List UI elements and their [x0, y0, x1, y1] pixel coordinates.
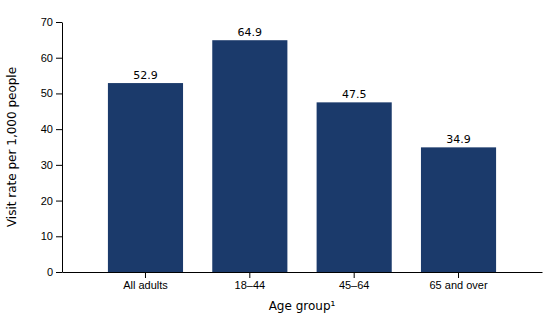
data-label: 52.9	[133, 69, 158, 82]
y-tick-label: 30	[41, 159, 53, 171]
y-tick-label: 60	[41, 52, 53, 64]
y-tick: 10	[41, 230, 62, 242]
plot: All adults 18–44 45–64 65 and over 0 10 20 30 40…	[41, 16, 543, 291]
tick-mark	[56, 272, 62, 273]
data-label: 34.9	[446, 133, 471, 146]
data-label: 64.9	[238, 26, 263, 39]
y-tick: 20	[41, 195, 62, 207]
y-tick-label: 50	[41, 87, 53, 99]
x-tick-label: 45–64	[339, 279, 370, 291]
y-tick: 70	[41, 16, 62, 28]
y-tick-label: 20	[41, 195, 53, 207]
bar	[108, 83, 183, 272]
tick-mark	[56, 201, 62, 202]
y-tick-label: 10	[41, 230, 53, 242]
x-axis: All adults 18–44 45–64 65 and over	[63, 272, 543, 291]
y-tick: 50	[41, 87, 62, 99]
tick-mark	[56, 93, 62, 94]
bar	[317, 102, 392, 272]
y-axis: 0 10 20 30 40 50 60 70	[41, 16, 63, 278]
y-tick-label: 40	[41, 123, 53, 135]
y-tick: 0	[47, 266, 62, 278]
tick-mark	[56, 236, 62, 237]
tick-mark	[249, 272, 250, 278]
data-labels: 52.9 64.9 47.5 34.9	[133, 26, 471, 146]
x-tick: All adults	[123, 272, 168, 291]
tick-mark	[56, 165, 62, 166]
bar	[212, 40, 287, 272]
axis-line	[63, 272, 543, 273]
y-axis-title: Visit rate per 1,000 people	[5, 67, 19, 227]
y-tick-label: 0	[47, 266, 53, 278]
tick-mark	[56, 22, 62, 23]
tick-mark	[56, 58, 62, 59]
axis-line	[62, 23, 63, 273]
x-tick-label: 18–44	[235, 279, 266, 291]
tick-mark	[56, 129, 62, 130]
x-tick: 45–64	[339, 272, 370, 291]
bar	[421, 147, 496, 272]
y-tick: 60	[41, 52, 62, 64]
y-tick-label: 70	[41, 16, 53, 28]
x-tick: 65 and over	[429, 272, 487, 291]
x-tick: 18–44	[235, 272, 266, 291]
x-tick-label: All adults	[123, 279, 168, 291]
x-tick-label: 65 and over	[429, 279, 487, 291]
tick-mark	[354, 272, 355, 278]
tick-mark	[458, 272, 459, 278]
tick-mark	[145, 272, 146, 278]
bars	[108, 40, 496, 272]
chart: All adults 18–44 45–64 65 and over 0 10 20 30 40…	[0, 0, 560, 320]
y-tick: 40	[41, 123, 62, 135]
x-axis-title: Age group¹	[269, 299, 336, 313]
data-label: 47.5	[342, 88, 367, 101]
y-tick: 30	[41, 159, 62, 171]
